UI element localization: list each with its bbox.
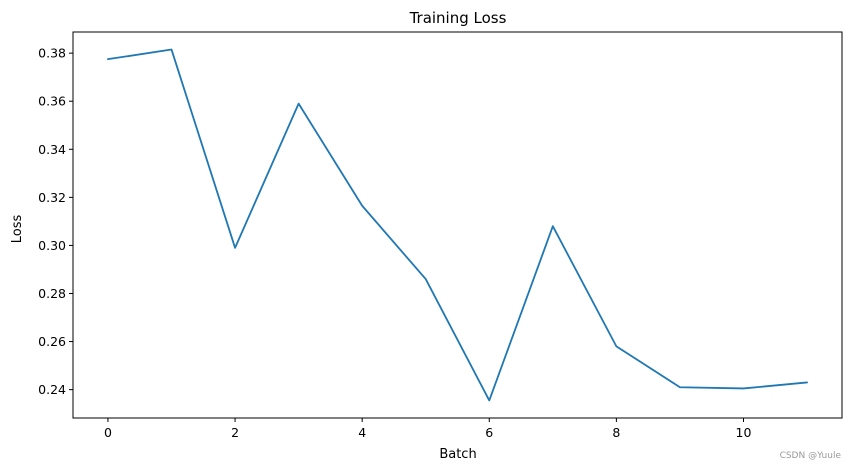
- y-tick-label: 0.26: [38, 334, 66, 349]
- y-tick-label: 0.34: [38, 142, 66, 157]
- plot-area: [72, 31, 843, 419]
- y-tick-label: 0.38: [38, 46, 66, 61]
- series-layer: [107, 48, 808, 402]
- y-tick-label: 0.32: [38, 190, 66, 205]
- x-tick-label: 10: [736, 425, 752, 440]
- chart-title: Training Loss: [409, 9, 507, 27]
- y-tick-label: 0.24: [38, 382, 66, 397]
- plot-frame-border: [72, 31, 843, 419]
- y-tick-label: 0.36: [38, 94, 66, 109]
- x-tick-label: 2: [231, 425, 239, 440]
- watermark-text: CSDN @Yuule: [779, 451, 841, 461]
- loss-series-line: [107, 48, 808, 402]
- x-tick-label: 6: [485, 425, 493, 440]
- x-tick-label: 0: [104, 425, 112, 440]
- x-axis: 0 2 4 6 8 10: [104, 418, 752, 440]
- y-axis: 0.24 0.26 0.28 0.30 0.32 0.34 0.36 0.38: [38, 46, 73, 397]
- x-tick-label: 8: [612, 425, 620, 440]
- y-tick-label: 0.30: [38, 238, 66, 253]
- y-axis-label: Loss: [10, 215, 25, 244]
- x-axis-label: Batch: [439, 447, 476, 462]
- x-tick-label: 4: [358, 425, 366, 440]
- y-tick-label: 0.28: [38, 286, 66, 301]
